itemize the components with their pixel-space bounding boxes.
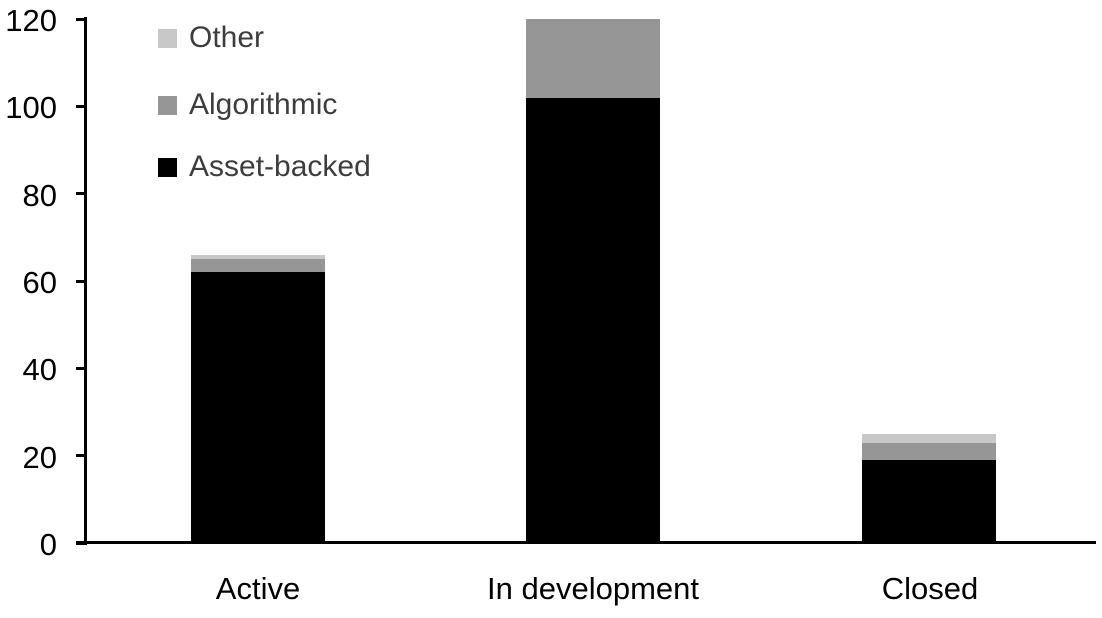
bar-segment-asset-backed-closed bbox=[862, 460, 996, 543]
y-tick-label: 80 bbox=[22, 177, 57, 213]
category-label-active: Active bbox=[215, 571, 301, 606]
bar-segment-algorithmic-active bbox=[191, 259, 325, 273]
legend-label-other: Other bbox=[189, 21, 265, 54]
y-tick-label: 100 bbox=[5, 90, 57, 126]
legend-item-algorithmic: Algorithmic bbox=[158, 88, 337, 122]
y-tick-mark bbox=[76, 192, 86, 196]
y-tick-mark bbox=[76, 541, 86, 545]
category-label-in-development: In development bbox=[487, 571, 699, 606]
y-tick-mark bbox=[76, 104, 86, 108]
category-label-closed: Closed bbox=[881, 571, 979, 606]
bar-segment-asset-backed-in-development bbox=[526, 97, 660, 543]
bar-segment-asset-backed-active bbox=[191, 272, 325, 543]
bar-segment-other-active bbox=[191, 254, 325, 260]
y-tick-label: 40 bbox=[22, 352, 57, 388]
legend-swatch-asset-backed bbox=[158, 157, 177, 177]
bar-segment-algorithmic-closed bbox=[862, 442, 996, 461]
y-tick-mark bbox=[76, 454, 86, 458]
legend-label-algorithmic: Algorithmic bbox=[189, 88, 338, 121]
y-tick-mark bbox=[76, 366, 86, 370]
y-tick-label: 0 bbox=[39, 527, 57, 562]
y-tick-label: 20 bbox=[22, 439, 57, 475]
legend-item-other: Other bbox=[158, 21, 264, 55]
bar-segment-algorithmic-in-development bbox=[526, 19, 660, 98]
bar-segment-other-closed bbox=[862, 433, 996, 443]
legend-item-asset-backed: Asset-backed bbox=[158, 150, 371, 184]
y-tick-mark bbox=[76, 17, 86, 21]
y-tick-mark bbox=[76, 279, 86, 283]
legend-label-asset-backed: Asset-backed bbox=[189, 150, 371, 183]
y-tick-label: 60 bbox=[22, 265, 57, 300]
legend-swatch-other bbox=[158, 28, 177, 48]
legend: Other Algorithmic Asset-backed bbox=[158, 0, 458, 200]
y-tick-label: 120 bbox=[5, 3, 57, 38]
legend-swatch-algorithmic bbox=[158, 95, 177, 115]
